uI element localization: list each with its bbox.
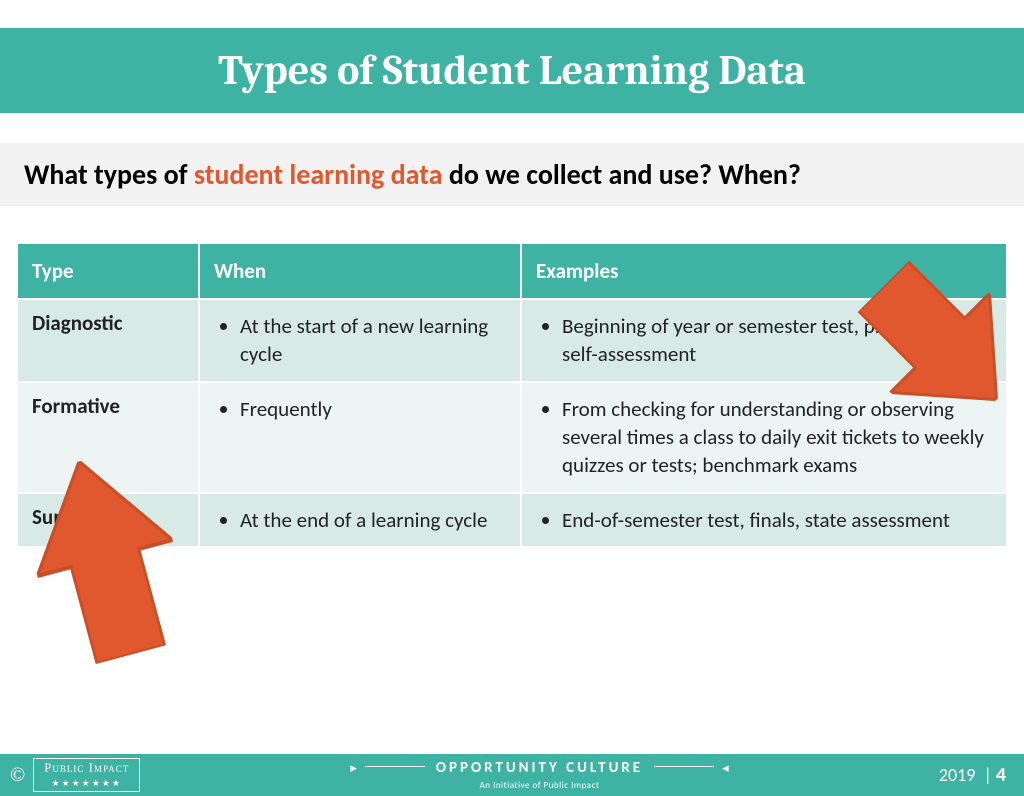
subtitle-post: do we collect and use? When?: [442, 157, 800, 192]
slide-title: Types of Student Learning Data: [0, 28, 1024, 119]
footer-separator: |: [983, 764, 991, 786]
list-item: At the start of a new learning cycle: [240, 312, 506, 369]
copyright-icon: ©: [10, 764, 25, 787]
list-item: Beginning of year or semester test, pre-…: [562, 312, 992, 369]
cell-examples: Beginning of year or semester test, pre-…: [522, 300, 1006, 381]
divider: [365, 766, 425, 767]
divider: [654, 766, 714, 767]
table-row: Diagnostic At the start of a new learning…: [18, 300, 1006, 381]
oc-arrow-right-icon: ◂: [722, 761, 729, 776]
data-table-container: Type When Examples Diagnostic At the star…: [16, 242, 1008, 548]
col-header-type: Type: [18, 244, 198, 298]
oc-arrow-left-icon: ▸: [350, 761, 357, 776]
footer-center: ▸ OPPORTUNITY CULTURE ◂ An Initiative of…: [140, 759, 939, 792]
list-item: Frequently: [240, 395, 506, 423]
list-item: End-of-semester test, finals, state asse…: [562, 506, 992, 534]
col-header-when: When: [200, 244, 520, 298]
cell-type: Formative: [18, 383, 198, 492]
stars-icon: ★★★★★★★: [51, 778, 121, 788]
public-impact-badge: Public Impact ★★★★★★★: [33, 758, 140, 793]
cell-type: Summative: [18, 494, 198, 546]
subtitle-pre: What types of: [24, 157, 194, 192]
table-header-row: Type When Examples: [18, 244, 1006, 298]
cell-examples: End-of-semester test, finals, state asse…: [522, 494, 1006, 546]
footer-year: 2019: [939, 764, 976, 786]
page-number: 4: [996, 763, 1006, 787]
subtitle-highlight: student learning data: [194, 157, 443, 192]
footer-bar: © Public Impact ★★★★★★★ ▸ OPPORTUNITY CU…: [0, 754, 1024, 796]
cell-when: Frequently: [200, 383, 520, 492]
cell-when: At the start of a new learning cycle: [200, 300, 520, 381]
list-item: At the end of a learning cycle: [240, 506, 506, 534]
public-impact-text: Public Impact: [44, 760, 129, 775]
data-table: Type When Examples Diagnostic At the star…: [16, 242, 1008, 548]
col-header-examples: Examples: [522, 244, 1006, 298]
table-row: Formative Frequently From checking for und…: [18, 383, 1006, 492]
opportunity-culture-sub: An Initiative of Public Impact: [480, 780, 600, 791]
cell-when: At the end of a learning cycle: [200, 494, 520, 546]
footer-right: 2019 | 4: [939, 763, 1006, 787]
cell-examples: From checking for understanding or obser…: [522, 383, 1006, 492]
table-row: Summative At the end of a learning cycle E…: [18, 494, 1006, 546]
subtitle: What types of student learning data do w…: [0, 143, 1024, 206]
list-item: From checking for understanding or obser…: [562, 395, 992, 480]
cell-type: Diagnostic: [18, 300, 198, 381]
